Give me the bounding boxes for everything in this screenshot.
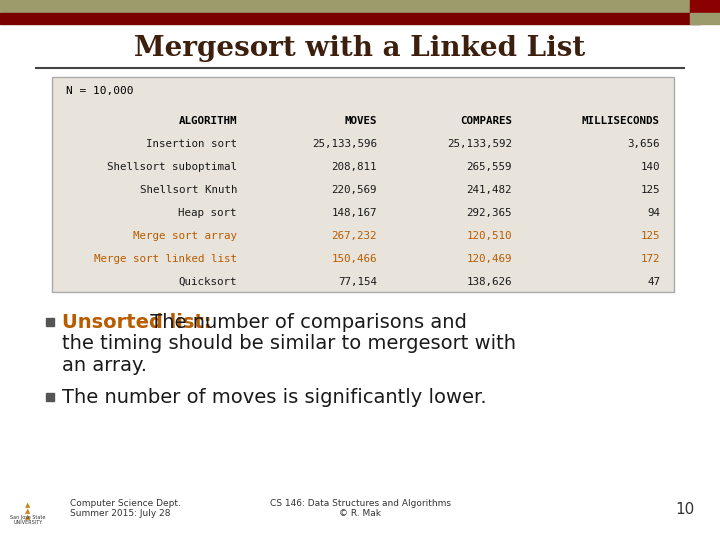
Text: Summer 2015: July 28: Summer 2015: July 28 [70, 509, 171, 517]
Text: 3,656: 3,656 [628, 139, 660, 149]
Text: Merge sort linked list: Merge sort linked list [94, 254, 237, 264]
Bar [0, 0, 690, 13]
FancyBboxPatch shape [52, 77, 674, 292]
Text: ▲: ▲ [25, 514, 31, 520]
Text: Quicksort: Quicksort [179, 277, 237, 287]
Text: 140: 140 [641, 162, 660, 172]
Text: CS 146: Data Structures and Algorithms: CS 146: Data Structures and Algorithms [269, 500, 451, 509]
Text: 125: 125 [641, 185, 660, 195]
Text: Shellsort Knuth: Shellsort Knuth [140, 185, 237, 195]
Text: 47: 47 [647, 277, 660, 287]
Bar [690, 13, 720, 24]
Text: 120,469: 120,469 [467, 254, 512, 264]
Text: Heap sort: Heap sort [179, 208, 237, 218]
Text: Computer Science Dept.: Computer Science Dept. [70, 500, 181, 509]
Bar [690, 0, 720, 13]
Text: 94: 94 [647, 208, 660, 218]
Bar [46, 393, 54, 401]
Text: an array.: an array. [62, 356, 147, 375]
Text: Insertion sort: Insertion sort [146, 139, 237, 149]
Text: © R. Mak: © R. Mak [339, 509, 381, 517]
Bar [0, 13, 700, 24]
Text: 265,559: 265,559 [467, 162, 512, 172]
Bar [46, 318, 54, 326]
Text: 172: 172 [641, 254, 660, 264]
Text: 125: 125 [641, 231, 660, 241]
Text: Mergesort with a Linked List: Mergesort with a Linked List [135, 35, 585, 62]
Text: ▲: ▲ [25, 502, 31, 508]
Text: 208,811: 208,811 [331, 162, 377, 172]
Text: 25,133,596: 25,133,596 [312, 139, 377, 149]
Text: COMPARES: COMPARES [460, 116, 512, 126]
Text: Shellsort suboptimal: Shellsort suboptimal [107, 162, 237, 172]
Text: 25,133,592: 25,133,592 [447, 139, 512, 149]
Text: 77,154: 77,154 [338, 277, 377, 287]
Text: 220,569: 220,569 [331, 185, 377, 195]
Text: The number of moves is significantly lower.: The number of moves is significantly low… [62, 388, 487, 407]
Text: 292,365: 292,365 [467, 208, 512, 218]
Text: MOVES: MOVES [344, 116, 377, 126]
Text: 241,482: 241,482 [467, 185, 512, 195]
Text: Unsorted list:: Unsorted list: [62, 313, 212, 332]
Text: the timing should be similar to mergesort with: the timing should be similar to mergesor… [62, 334, 516, 353]
Text: San Jose State
UNIVERSITY: San Jose State UNIVERSITY [10, 515, 45, 525]
Text: 150,466: 150,466 [331, 254, 377, 264]
Text: 120,510: 120,510 [467, 231, 512, 241]
Text: 10: 10 [676, 502, 695, 516]
Text: ALGORITHM: ALGORITHM [179, 116, 237, 126]
Text: 138,626: 138,626 [467, 277, 512, 287]
Text: The number of comparisons and: The number of comparisons and [144, 313, 467, 332]
Text: N = 10,000: N = 10,000 [66, 86, 133, 96]
Text: MILLISECONDS: MILLISECONDS [582, 116, 660, 126]
Text: 267,232: 267,232 [331, 231, 377, 241]
Text: 148,167: 148,167 [331, 208, 377, 218]
Text: Merge sort array: Merge sort array [133, 231, 237, 241]
Text: ▲: ▲ [25, 508, 31, 514]
